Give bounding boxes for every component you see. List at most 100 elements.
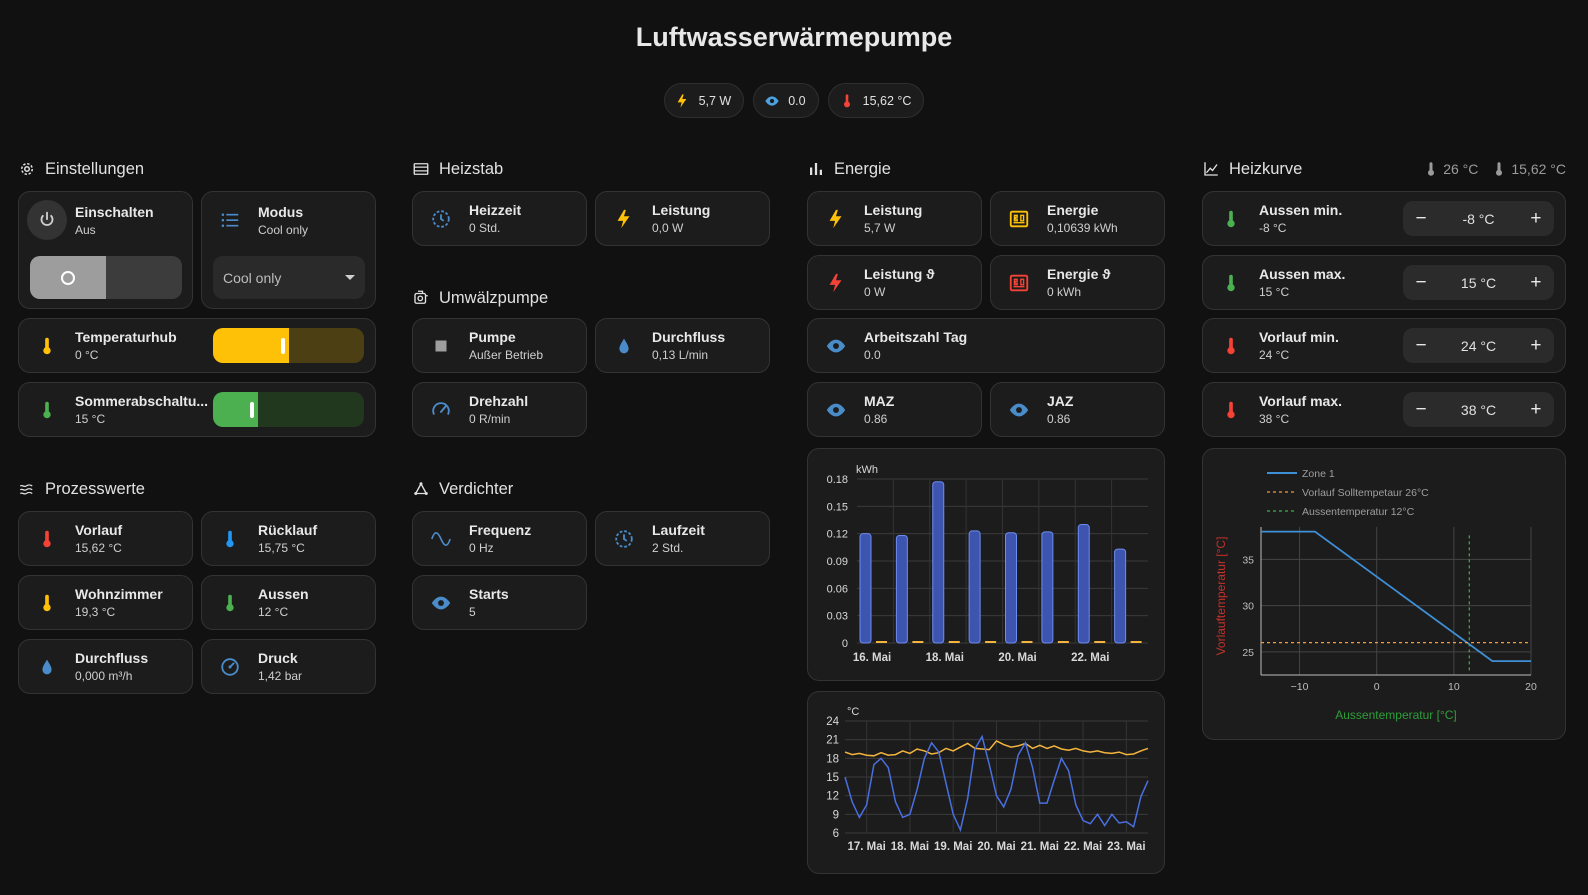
vorlauf-tile[interactable]: Vorlauf 15,62 °C — [18, 511, 193, 566]
section-heizstab: Heizstab — [412, 154, 770, 184]
y-tick-label: 0.12 — [827, 529, 848, 541]
tile-state: 2 Std. — [652, 541, 684, 555]
tile-name: Wohnzimmer — [75, 586, 163, 602]
vorlauf-max-stepper[interactable]: − 38 °C + — [1403, 392, 1554, 427]
chevron-down-icon — [345, 275, 355, 280]
current-temp-badge[interactable]: 15,62 °C — [1490, 160, 1566, 178]
plus-button[interactable]: + — [1530, 271, 1542, 293]
pumpe-durchfluss-tile[interactable]: Durchfluss 0,13 L/min — [595, 318, 770, 373]
y-tick-label: 35 — [1242, 554, 1254, 566]
timer-icon — [604, 519, 644, 559]
druck-tile[interactable]: Druck 1,42 bar — [201, 639, 376, 694]
pumpe-tile[interactable]: Pumpe Außer Betrieb — [412, 318, 587, 373]
thermometer-red-icon — [1211, 326, 1251, 366]
minus-button[interactable]: − — [1415, 271, 1427, 293]
maz-tile[interactable]: MAZ 0.86 — [807, 382, 982, 437]
aussen-tile[interactable]: Aussen 12 °C — [201, 575, 376, 630]
tile-state: 0,10639 kWh — [1047, 221, 1118, 235]
laufzeit-tile[interactable]: Laufzeit 2 Std. — [595, 511, 770, 566]
legend-label: Aussentemperatur 12°C — [1302, 506, 1415, 518]
energy-bar — [1005, 532, 1017, 644]
plus-button[interactable]: + — [1530, 398, 1542, 420]
stepper-value: 38 °C — [1460, 401, 1497, 418]
tile-name: JAZ — [1047, 393, 1074, 409]
energie-tile[interactable]: Energie 0,10639 kWh — [990, 191, 1165, 246]
water-drop-icon — [604, 326, 644, 366]
tile-state: 1,42 bar — [258, 669, 303, 683]
heating-curve-chart-card: −10 0 10 20 25 30 35 Zone 1 Vorlauf Solltempetau… — [1202, 448, 1566, 740]
heizstab-leistung-tile[interactable]: Leistung 0,0 W — [595, 191, 770, 246]
x-tick-label: 23. Mai — [1107, 841, 1145, 853]
power-toggle[interactable] — [30, 256, 182, 299]
wohnzimmer-tile[interactable]: Wohnzimmer 19,3 °C — [18, 575, 193, 630]
x-tick-label: 20 — [1525, 681, 1537, 693]
temperaturhub-slider[interactable] — [213, 328, 364, 363]
curve-series-line — [1261, 530, 1531, 663]
eye-icon — [999, 390, 1039, 430]
minus-button[interactable]: − — [1415, 398, 1427, 420]
sommerabschaltung-slider[interactable] — [213, 392, 364, 427]
thermometer-blue-icon — [210, 519, 250, 559]
setpoint-badge[interactable]: 26 °C — [1422, 160, 1478, 178]
frequenz-tile[interactable]: Frequenz 0 Hz — [412, 511, 587, 566]
jaz-tile[interactable]: JAZ 0.86 — [990, 382, 1165, 437]
badge-power[interactable]: 5,7 W — [663, 83, 745, 118]
y-tick-label: 25 — [1242, 647, 1254, 659]
energy-bar — [1077, 524, 1090, 644]
leistung-heat-tile[interactable]: Leistung ϑ 0 W — [807, 255, 982, 310]
room-temperature-line — [844, 739, 1149, 757]
vorlauf-max-tile[interactable]: Vorlauf max. 38 °C −38 °C + — [1202, 382, 1566, 437]
sommerabschaltung-card[interactable]: Sommerabschaltu... 15 °C — [18, 382, 376, 437]
vorlauf-min-tile[interactable]: Vorlauf min. 24 °C −24 °C + — [1202, 318, 1566, 373]
tile-name: Energie — [1047, 202, 1099, 218]
section-title: Energie — [834, 159, 891, 178]
modus-card[interactable]: Modus Cool only Cool only — [201, 191, 376, 309]
page-title: Luftwasserwärmepumpe — [635, 22, 953, 52]
aussen-min-stepper[interactable]: − -8 °C + — [1403, 201, 1554, 236]
radiator-icon — [413, 163, 429, 175]
timer-icon — [421, 199, 461, 239]
y-tick-label: 0.18 — [827, 474, 848, 486]
y-tick-label: 0.09 — [827, 556, 848, 568]
energie-leistung-tile[interactable]: Leistung 5,7 W — [807, 191, 982, 246]
badge-temperature[interactable]: 15,62 °C — [827, 83, 925, 118]
temperaturhub-card[interactable]: Temperaturhub 0 °C — [18, 318, 376, 373]
minus-button[interactable]: − — [1415, 207, 1427, 229]
aussen-max-stepper[interactable]: − 15 °C + — [1403, 265, 1554, 300]
y-tick-label: 15 — [826, 772, 839, 784]
durchfluss-tile[interactable]: Durchfluss 0,000 m³/h — [18, 639, 193, 694]
chart-unit-label: kWh — [856, 464, 878, 476]
section-heizkurve: Heizkurve 26 °C 15,62 °C — [1202, 154, 1566, 184]
legend-label: Zone 1 — [1302, 468, 1335, 480]
ruecklauf-tile[interactable]: Rücklauf 15,75 °C — [201, 511, 376, 566]
einschalten-card[interactable]: Einschalten Aus — [18, 191, 193, 309]
modus-select-value: Cool only — [223, 269, 282, 286]
badge-ratio[interactable]: 0.0 — [753, 83, 819, 118]
arbeitszahl-tile[interactable]: Arbeitszahl Tag 0.0 — [807, 318, 1165, 373]
slider-handle[interactable] — [250, 402, 255, 418]
lightning-icon — [816, 199, 856, 239]
heizzeit-tile[interactable]: Heizzeit 0 Std. — [412, 191, 587, 246]
energie-heat-tile[interactable]: Energie ϑ 0 kWh — [990, 255, 1165, 310]
stop-icon — [421, 326, 461, 366]
section-verdichter: Verdichter — [412, 474, 770, 504]
vorlauf-min-stepper[interactable]: − 24 °C + — [1403, 328, 1554, 363]
x-tick-label: 20. Mai — [998, 652, 1036, 664]
heat-energy-bar — [1130, 641, 1142, 643]
slider-handle[interactable] — [280, 338, 285, 354]
aussen-max-tile[interactable]: Aussen max. 15 °C −15 °C + — [1202, 255, 1566, 310]
starts-tile[interactable]: Starts 5 — [412, 575, 587, 630]
modus-select[interactable]: Cool only — [213, 256, 365, 299]
y-tick-label: 21 — [826, 735, 839, 747]
aussen-min-tile[interactable]: Aussen min. -8 °C − -8 °C + — [1202, 191, 1566, 246]
y-tick-label: 0.06 — [827, 583, 848, 595]
pump-icon — [414, 290, 428, 304]
tile-state: 15 °C — [1259, 285, 1290, 299]
minus-button[interactable]: − — [1415, 334, 1427, 356]
y-tick-label: 12 — [826, 791, 839, 803]
plus-button[interactable]: + — [1530, 334, 1542, 356]
tile-state: 0 Std. — [469, 221, 501, 235]
drehzahl-tile[interactable]: Drehzahl 0 R/min — [412, 382, 587, 437]
plus-button[interactable]: + — [1530, 207, 1542, 229]
tile-state: 0 Hz — [469, 541, 494, 555]
